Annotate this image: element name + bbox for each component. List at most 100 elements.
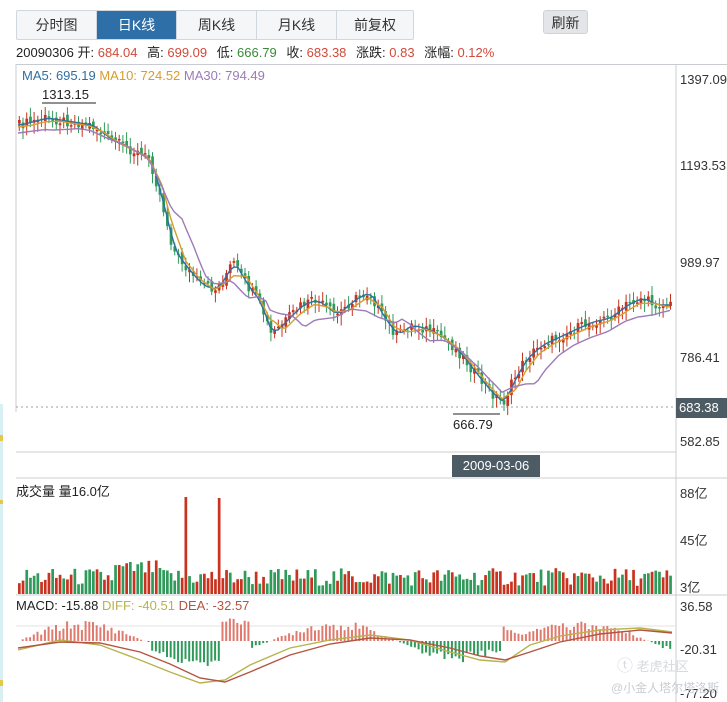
candle-body bbox=[69, 125, 73, 127]
tab-forward-adjusted[interactable]: 前复权 bbox=[354, 17, 396, 33]
volume-bar bbox=[77, 584, 80, 594]
macd-bar bbox=[40, 634, 43, 641]
tab-daily-k[interactable]: 日K线 bbox=[97, 11, 177, 39]
volume-bar bbox=[121, 566, 125, 594]
candle-body bbox=[502, 400, 506, 405]
volume-bar bbox=[132, 571, 136, 594]
macd-bar bbox=[465, 641, 468, 653]
volume-bar bbox=[343, 574, 347, 594]
macd-bar bbox=[306, 628, 309, 641]
macd-bar bbox=[151, 641, 154, 651]
low-value: 666.79 bbox=[237, 45, 277, 60]
candle-body bbox=[291, 310, 295, 313]
tab-weekly-k[interactable]: 周K线 bbox=[177, 11, 257, 39]
candle-body bbox=[484, 381, 487, 385]
volume-bar bbox=[62, 578, 66, 594]
chart-frame bbox=[16, 64, 727, 702]
volume-bar bbox=[232, 582, 236, 594]
candle-body bbox=[336, 313, 339, 316]
volume-bar bbox=[162, 570, 165, 594]
candle-body bbox=[29, 116, 32, 123]
macd-bar bbox=[669, 641, 672, 649]
candle-body bbox=[369, 296, 373, 299]
macd-bar bbox=[184, 641, 187, 660]
macd-bar bbox=[406, 641, 409, 646]
volume-bar bbox=[69, 574, 73, 594]
volume-bar bbox=[521, 575, 524, 594]
volume-bar bbox=[413, 572, 417, 594]
volume-bar bbox=[73, 568, 77, 594]
tab-intraday[interactable]: 分时图 bbox=[17, 11, 97, 39]
macd-bar bbox=[450, 641, 453, 659]
volume-bar bbox=[436, 570, 439, 594]
macd-axis-tick: -20.31 bbox=[680, 642, 717, 657]
macd-bar bbox=[532, 631, 535, 641]
candle-body bbox=[547, 343, 550, 346]
candle-body bbox=[132, 153, 136, 157]
macd-bar bbox=[21, 639, 24, 641]
tab-monthly-k[interactable]: 月K线 bbox=[257, 11, 337, 39]
candle-body bbox=[80, 122, 84, 130]
diff-value: DIFF: -40.51 bbox=[102, 598, 175, 613]
candle-body bbox=[661, 304, 665, 309]
macd-bar bbox=[421, 641, 424, 654]
volume-bar bbox=[284, 569, 288, 594]
macd-bar bbox=[354, 622, 357, 641]
candle-body bbox=[254, 286, 258, 294]
macd-bar bbox=[506, 630, 509, 641]
volume-bar bbox=[99, 571, 103, 594]
volume-bar bbox=[351, 576, 354, 594]
volume-bar bbox=[58, 574, 62, 594]
macd-bar bbox=[69, 628, 72, 641]
ma30-line bbox=[17, 127, 671, 394]
candle-body bbox=[595, 325, 598, 328]
candle-body bbox=[125, 141, 128, 147]
change-label: 涨跌: bbox=[356, 45, 386, 60]
macd-bar bbox=[561, 623, 564, 641]
volume-bar bbox=[650, 571, 654, 594]
refresh-button[interactable]: 刷新 bbox=[543, 10, 588, 34]
volume-bar bbox=[536, 581, 539, 594]
macd-bar bbox=[240, 624, 242, 641]
volume-bar bbox=[188, 576, 191, 594]
volume-bar bbox=[169, 573, 173, 594]
candle-body bbox=[203, 282, 206, 285]
macd-bar bbox=[51, 629, 54, 641]
volume-bar bbox=[295, 569, 299, 594]
open-value: 684.04 bbox=[97, 45, 138, 60]
volume-bar bbox=[29, 577, 32, 594]
candle-body bbox=[154, 175, 158, 187]
candle-body bbox=[428, 324, 432, 332]
candle-body bbox=[277, 326, 280, 329]
candle-body bbox=[432, 328, 436, 334]
volume-bar bbox=[587, 573, 591, 594]
macd-bar bbox=[295, 630, 298, 641]
candle-body bbox=[117, 138, 121, 141]
candle-body bbox=[536, 347, 539, 350]
macd-bar bbox=[310, 626, 313, 641]
volume-bar bbox=[495, 571, 498, 594]
volume-bar bbox=[66, 579, 69, 594]
candle-body bbox=[654, 305, 658, 309]
volume-bar bbox=[129, 562, 132, 594]
candle-body bbox=[106, 131, 110, 134]
macd-bar bbox=[428, 641, 431, 656]
volume-bar bbox=[243, 570, 247, 594]
volume-bar bbox=[195, 581, 199, 594]
macd-bar bbox=[536, 628, 538, 641]
candle-body bbox=[232, 261, 236, 263]
volume-bar bbox=[55, 577, 58, 594]
candle-body bbox=[247, 275, 251, 292]
volume-bar bbox=[147, 560, 151, 594]
volume-bar bbox=[166, 570, 169, 594]
quote-date: 20090306 bbox=[16, 45, 74, 60]
volume-bar bbox=[532, 573, 535, 594]
volume-bar bbox=[447, 570, 450, 594]
macd-bar bbox=[510, 630, 513, 641]
macd-bar bbox=[177, 641, 180, 663]
macd-bar bbox=[314, 630, 316, 641]
volume-bar bbox=[547, 570, 550, 594]
volume-bar bbox=[180, 577, 184, 594]
macd-bar bbox=[173, 641, 176, 660]
